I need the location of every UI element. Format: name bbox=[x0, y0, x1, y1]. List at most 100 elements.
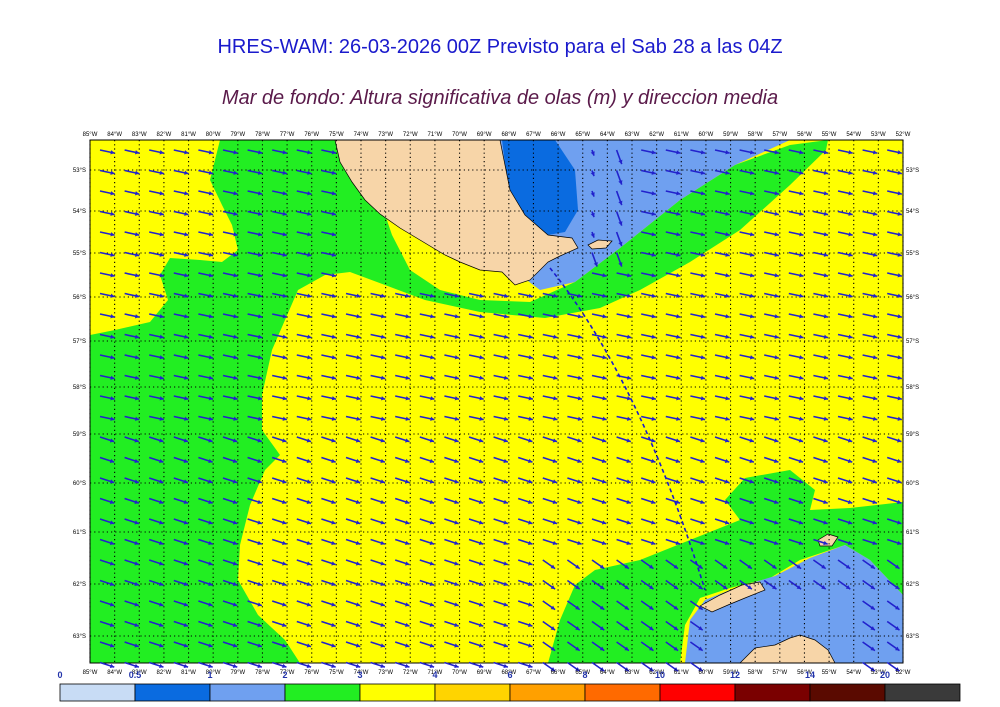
longitude-label: 84°W bbox=[107, 132, 122, 138]
direction-arrow bbox=[518, 395, 534, 401]
direction-arrow bbox=[370, 333, 386, 339]
legend-swatch bbox=[809, 683, 886, 702]
direction-arrow bbox=[99, 456, 115, 463]
direction-arrow bbox=[468, 456, 484, 463]
direction-arrow bbox=[419, 374, 435, 380]
direction-arrow bbox=[616, 313, 632, 319]
direction-arrow bbox=[517, 661, 533, 668]
direction-arrow bbox=[493, 497, 509, 504]
direction-arrow bbox=[173, 169, 189, 175]
direction-arrow bbox=[665, 374, 681, 380]
direction-arrow bbox=[837, 538, 853, 545]
direction-arrow bbox=[862, 251, 878, 257]
direction-arrow bbox=[321, 272, 337, 278]
direction-arrow bbox=[149, 149, 165, 155]
direction-arrow bbox=[542, 477, 558, 484]
direction-arrow bbox=[665, 415, 681, 421]
direction-arrow bbox=[493, 477, 509, 484]
longitude-label: 82°W bbox=[157, 670, 172, 676]
direction-arrow bbox=[296, 149, 312, 155]
direction-arrow bbox=[813, 518, 828, 525]
direction-arrow bbox=[641, 231, 657, 237]
direction-arrow bbox=[690, 231, 706, 237]
direction-arrow bbox=[419, 436, 435, 443]
direction-arrow bbox=[149, 210, 165, 216]
direction-arrow bbox=[198, 272, 214, 278]
longitude-label: 68°W bbox=[501, 670, 516, 676]
direction-arrow bbox=[222, 620, 238, 627]
direction-arrow bbox=[739, 497, 755, 504]
direction-arrow bbox=[517, 620, 533, 627]
direction-arrow bbox=[665, 456, 681, 463]
direction-arrow bbox=[395, 395, 411, 401]
direction-arrow bbox=[444, 518, 459, 525]
direction-arrow bbox=[148, 579, 164, 586]
direction-arrow bbox=[124, 620, 140, 627]
direction-arrow bbox=[468, 354, 484, 360]
direction-arrow bbox=[739, 518, 755, 525]
direction-arrow bbox=[542, 579, 556, 590]
direction-arrow bbox=[542, 354, 558, 360]
legend-swatch bbox=[284, 683, 361, 702]
direction-arrow bbox=[616, 415, 632, 421]
direction-arrow bbox=[764, 395, 780, 401]
land-tierra-del-fuego bbox=[334, 140, 579, 286]
direction-arrow bbox=[99, 641, 115, 648]
direction-arrow bbox=[345, 354, 361, 360]
direction-arrow bbox=[345, 436, 361, 443]
direction-arrow bbox=[272, 210, 288, 216]
longitude-label: 70°W bbox=[452, 670, 467, 676]
direction-arrow bbox=[148, 436, 164, 443]
direction-arrow bbox=[862, 579, 876, 590]
legend-swatch bbox=[884, 683, 961, 702]
direction-arrow bbox=[813, 231, 829, 237]
direction-arrow bbox=[173, 641, 189, 648]
axis-labels: 85°W 85°W 84°W 84°W 83°W 83°W 82°W 82°W 81°W 81°W… bbox=[73, 132, 919, 676]
direction-arrow bbox=[689, 641, 704, 652]
direction-arrow bbox=[739, 333, 755, 339]
direction-arrow bbox=[296, 456, 312, 463]
direction-arrow bbox=[788, 538, 804, 545]
direction-arrow bbox=[788, 272, 804, 278]
direction-arrow bbox=[321, 538, 336, 545]
direction-arrow bbox=[616, 292, 632, 298]
direction-arrow bbox=[542, 456, 558, 463]
direction-arrow bbox=[296, 272, 312, 278]
direction-arrow bbox=[173, 149, 189, 155]
legend-swatch bbox=[584, 683, 661, 702]
direction-arrow bbox=[812, 579, 827, 590]
direction-arrow bbox=[271, 497, 287, 504]
longitude-label: 80°W bbox=[206, 132, 221, 138]
direction-arrow bbox=[567, 333, 583, 339]
direction-arrow bbox=[590, 170, 595, 177]
direction-arrow bbox=[739, 559, 753, 570]
direction-arrow bbox=[616, 497, 632, 504]
latitude-label: 55°S bbox=[906, 251, 919, 257]
direction-arrow bbox=[788, 497, 804, 504]
direction-arrow bbox=[616, 538, 632, 545]
direction-arrow bbox=[615, 211, 623, 226]
direction-arrow bbox=[862, 354, 878, 360]
direction-arrow bbox=[862, 436, 878, 443]
direction-arrow bbox=[345, 395, 361, 401]
map-title: HRES-WAM: 26-03-2026 00Z Previsto para e… bbox=[217, 36, 783, 58]
direction-arrow bbox=[149, 395, 165, 401]
longitude-label: 71°W bbox=[428, 132, 443, 138]
direction-arrow bbox=[99, 395, 115, 401]
direction-arrow bbox=[272, 395, 288, 401]
direction-arrow bbox=[345, 641, 361, 648]
direction-arrow bbox=[862, 518, 878, 525]
direction-arrow bbox=[788, 436, 804, 443]
direction-arrow bbox=[837, 477, 853, 484]
direction-arrow bbox=[99, 579, 115, 586]
direction-arrow bbox=[247, 169, 263, 175]
direction-arrow bbox=[690, 538, 705, 545]
direction-arrow bbox=[149, 272, 165, 278]
direction-arrow bbox=[763, 538, 779, 545]
direction-arrow bbox=[690, 497, 705, 504]
direction-arrow bbox=[247, 313, 263, 319]
longitude-label: 68°W bbox=[501, 132, 516, 138]
direction-arrow bbox=[99, 620, 115, 627]
direction-arrow bbox=[173, 579, 189, 586]
direction-arrow bbox=[395, 374, 411, 380]
